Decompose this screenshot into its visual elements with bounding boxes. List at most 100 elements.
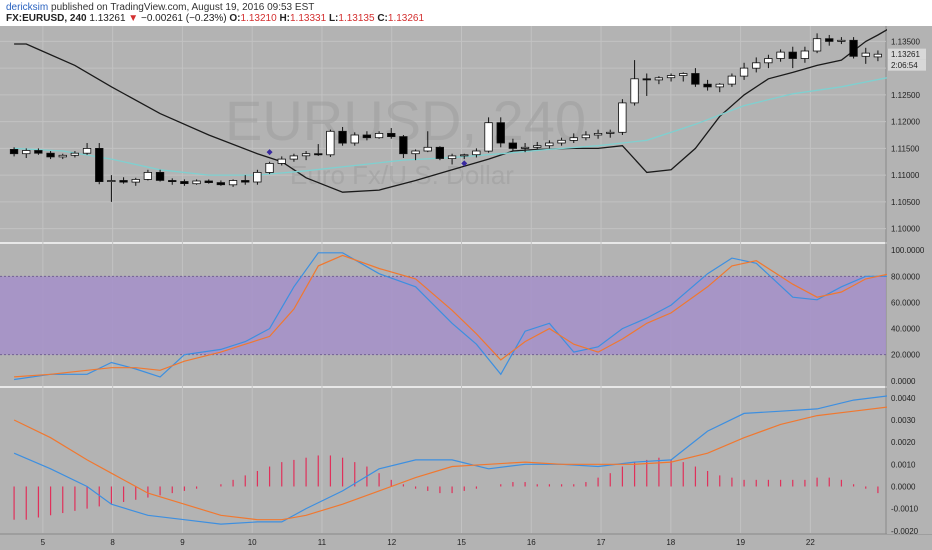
candle[interactable]: [435, 146, 445, 161]
candle-body: [752, 62, 761, 69]
candle[interactable]: [800, 46, 809, 63]
candle[interactable]: [70, 151, 79, 158]
candle[interactable]: [58, 153, 67, 160]
candle[interactable]: [241, 175, 250, 185]
candle[interactable]: [131, 177, 140, 186]
candle[interactable]: [861, 47, 870, 64]
candle[interactable]: [837, 37, 846, 45]
candle[interactable]: [411, 149, 420, 161]
axis-background: [887, 26, 932, 534]
candle[interactable]: [107, 175, 116, 202]
candle-body: [435, 146, 445, 159]
x-tick-label: 8: [110, 538, 115, 547]
candle[interactable]: [253, 169, 262, 185]
candle[interactable]: [155, 169, 165, 182]
candle[interactable]: [423, 131, 432, 153]
candle-body: [776, 51, 785, 59]
candle[interactable]: [545, 140, 554, 149]
y-tick-label: 40.0000: [891, 325, 920, 334]
candle[interactable]: [192, 179, 201, 185]
candle[interactable]: [727, 73, 736, 87]
stochastic-pane[interactable]: [0, 252, 932, 381]
candle[interactable]: [168, 178, 177, 185]
candle[interactable]: [387, 128, 396, 139]
time-axis-background: [0, 535, 932, 550]
candle[interactable]: [289, 153, 299, 162]
candle[interactable]: [496, 117, 505, 148]
candle[interactable]: [22, 148, 31, 159]
candle-body: [34, 150, 43, 154]
candle-body: [180, 181, 189, 184]
candle[interactable]: [533, 141, 542, 150]
watermark-description: Euro Fx/U.S. Dollar: [290, 160, 514, 190]
candle[interactable]: [703, 79, 712, 91]
candle[interactable]: [873, 50, 882, 62]
candle[interactable]: [776, 49, 785, 62]
candle[interactable]: [472, 148, 481, 158]
candle[interactable]: [569, 133, 578, 144]
candle[interactable]: [666, 73, 676, 82]
candle[interactable]: [520, 143, 530, 153]
candle[interactable]: [679, 72, 688, 82]
candle[interactable]: [301, 151, 311, 161]
price-change: −0.00261 (−0.23%): [140, 13, 227, 24]
candle[interactable]: [630, 60, 639, 106]
candle-body: [606, 131, 615, 134]
candle[interactable]: [228, 179, 238, 187]
stochastic-line: [14, 254, 932, 378]
candle[interactable]: [82, 143, 92, 155]
candle[interactable]: [642, 73, 651, 96]
candle-body: [691, 73, 700, 85]
candle[interactable]: [460, 153, 469, 160]
candle[interactable]: [752, 57, 761, 73]
candle[interactable]: [119, 177, 128, 184]
candle[interactable]: [34, 148, 43, 155]
candle[interactable]: [216, 180, 226, 186]
y-tick-label: 1.13261: [891, 50, 920, 59]
price-axes: 1.13500 1.13261 2:06:54 1.12500 1.12000 1.115…: [887, 26, 932, 536]
candle[interactable]: [606, 129, 615, 138]
price-pane[interactable]: [9, 27, 891, 202]
candle[interactable]: [618, 99, 627, 135]
candle[interactable]: [715, 83, 724, 93]
chart-canvas[interactable]: EURUSD, 240 Euro Fx/U.S. Dollar 1.135001…: [0, 26, 932, 550]
macd-pane[interactable]: [13, 395, 932, 525]
candle-body: [82, 148, 92, 154]
candle[interactable]: [350, 132, 359, 146]
candle[interactable]: [9, 147, 19, 157]
candle[interactable]: [277, 156, 286, 166]
diamond-marker-icon: [266, 149, 273, 156]
candle[interactable]: [557, 137, 566, 146]
candle[interactable]: [265, 161, 274, 175]
candle[interactable]: [95, 143, 104, 185]
candle[interactable]: [399, 135, 408, 159]
candle[interactable]: [849, 37, 858, 59]
author-link[interactable]: dericksim: [6, 2, 49, 13]
candle[interactable]: [338, 126, 347, 146]
candle[interactable]: [484, 117, 493, 153]
candle[interactable]: [204, 179, 213, 184]
candle[interactable]: [362, 131, 372, 141]
candle[interactable]: [143, 169, 153, 181]
candle[interactable]: [326, 129, 335, 157]
candle[interactable]: [691, 68, 700, 87]
candle[interactable]: [825, 34, 834, 46]
candle[interactable]: [788, 46, 797, 69]
candle[interactable]: [447, 153, 457, 165]
candle-body: [825, 38, 834, 42]
candle[interactable]: [46, 151, 55, 160]
candle[interactable]: [593, 129, 603, 139]
symbol-label[interactable]: FX:EURUSD, 240: [6, 13, 87, 24]
candle[interactable]: [508, 138, 518, 151]
candle[interactable]: [180, 179, 189, 186]
stochastic-line: [14, 252, 932, 381]
candle[interactable]: [374, 131, 384, 139]
candle[interactable]: [739, 62, 749, 80]
candle[interactable]: [581, 131, 590, 141]
symbol-line: FX:EURUSD, 240 1.13261 ▼ −0.00261 (−0.23…: [6, 13, 424, 24]
candle[interactable]: [764, 54, 773, 69]
price-tag: [888, 48, 926, 60]
candle[interactable]: [314, 144, 323, 156]
candle[interactable]: [654, 76, 663, 85]
candle[interactable]: [812, 33, 822, 54]
